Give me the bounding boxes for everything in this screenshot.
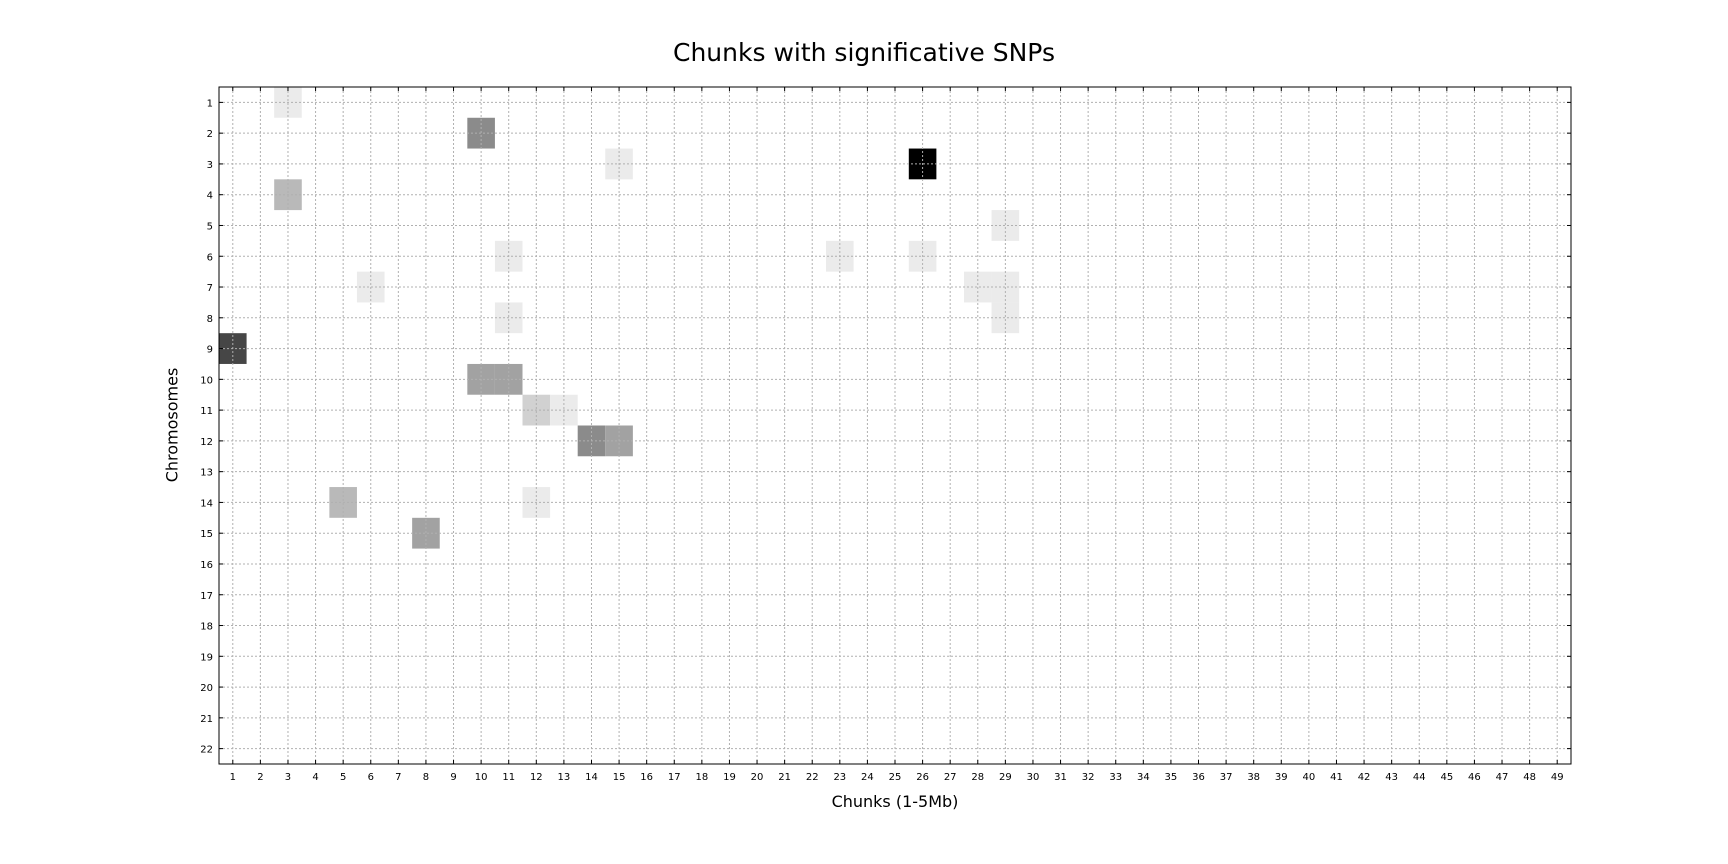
x-tick-label: 21 xyxy=(778,772,791,783)
y-tick-label: 21 xyxy=(200,714,213,725)
x-tick-label: 39 xyxy=(1275,772,1288,783)
x-tick-label: 5 xyxy=(340,772,346,783)
y-tick-label: 4 xyxy=(207,191,213,202)
x-tick-label: 3 xyxy=(285,772,291,783)
x-tick-label: 44 xyxy=(1413,772,1426,783)
x-tick-label: 15 xyxy=(613,772,626,783)
x-tick-label: 27 xyxy=(944,772,957,783)
x-tick-label: 30 xyxy=(1027,772,1040,783)
x-axis-ticks: 1 2 3 4 5 6 7 8 9 10 11 12 13 14 15 16 17 18 19 20 21 22 23 24 2… xyxy=(230,87,1564,783)
y-tick-label: 7 xyxy=(207,283,213,294)
x-tick-label: 42 xyxy=(1358,772,1371,783)
y-tick-label: 10 xyxy=(200,375,213,386)
x-tick-label: 22 xyxy=(806,772,819,783)
y-tick-label: 13 xyxy=(200,468,213,479)
y-tick-label: 1 xyxy=(207,98,213,109)
x-tick-label: 9 xyxy=(450,772,456,783)
x-tick-label: 38 xyxy=(1247,772,1260,783)
x-tick-label: 49 xyxy=(1551,772,1564,783)
x-tick-label: 4 xyxy=(312,772,318,783)
x-tick-label: 16 xyxy=(640,772,653,783)
y-tick-label: 2 xyxy=(207,129,213,140)
x-tick-label: 47 xyxy=(1496,772,1509,783)
x-tick-label: 31 xyxy=(1054,772,1067,783)
x-axis-label: Chunks (1-5Mb) xyxy=(831,792,959,811)
y-tick-label: 5 xyxy=(207,221,213,232)
x-tick-label: 45 xyxy=(1440,772,1453,783)
x-tick-label: 33 xyxy=(1109,772,1122,783)
x-tick-label: 35 xyxy=(1165,772,1178,783)
y-tick-label: 17 xyxy=(200,591,213,602)
y-tick-label: 8 xyxy=(207,314,213,325)
x-tick-label: 12 xyxy=(530,772,543,783)
x-tick-label: 28 xyxy=(971,772,984,783)
x-tick-label: 26 xyxy=(916,772,929,783)
x-tick-label: 14 xyxy=(585,772,598,783)
x-tick-label: 37 xyxy=(1220,772,1233,783)
x-tick-label: 32 xyxy=(1082,772,1095,783)
x-tick-label: 8 xyxy=(423,772,429,783)
grid-lines xyxy=(219,87,1571,764)
x-tick-label: 13 xyxy=(558,772,571,783)
x-tick-label: 11 xyxy=(502,772,515,783)
y-tick-label: 19 xyxy=(200,652,213,663)
x-tick-label: 10 xyxy=(475,772,488,783)
y-tick-label: 6 xyxy=(207,252,213,263)
y-tick-label: 22 xyxy=(200,745,213,756)
x-tick-label: 41 xyxy=(1330,772,1343,783)
x-tick-label: 43 xyxy=(1385,772,1398,783)
x-tick-label: 24 xyxy=(861,772,874,783)
y-tick-label: 15 xyxy=(200,529,213,540)
x-tick-label: 23 xyxy=(833,772,846,783)
x-tick-label: 6 xyxy=(368,772,374,783)
y-tick-label: 11 xyxy=(200,406,213,417)
y-tick-label: 3 xyxy=(207,160,213,171)
y-tick-label: 16 xyxy=(200,560,213,571)
x-tick-label: 46 xyxy=(1468,772,1481,783)
x-tick-label: 34 xyxy=(1137,772,1150,783)
y-tick-label: 20 xyxy=(200,683,213,694)
x-tick-label: 7 xyxy=(395,772,401,783)
x-tick-label: 48 xyxy=(1523,772,1536,783)
x-tick-label: 40 xyxy=(1303,772,1316,783)
x-tick-label: 36 xyxy=(1192,772,1205,783)
y-tick-label: 9 xyxy=(207,345,213,356)
x-tick-label: 25 xyxy=(889,772,902,783)
y-tick-label: 12 xyxy=(200,437,213,448)
x-tick-label: 19 xyxy=(723,772,736,783)
x-tick-label: 20 xyxy=(751,772,764,783)
x-tick-label: 17 xyxy=(668,772,681,783)
chart-title: Chunks with significative SNPs xyxy=(673,38,1055,67)
x-tick-label: 18 xyxy=(695,772,708,783)
y-tick-label: 14 xyxy=(200,498,213,509)
y-tick-label: 18 xyxy=(200,622,213,633)
y-axis-label: Chromosomes xyxy=(162,367,182,483)
x-tick-label: 29 xyxy=(999,772,1012,783)
x-tick-label: 2 xyxy=(257,772,263,783)
x-tick-label: 1 xyxy=(230,772,236,783)
